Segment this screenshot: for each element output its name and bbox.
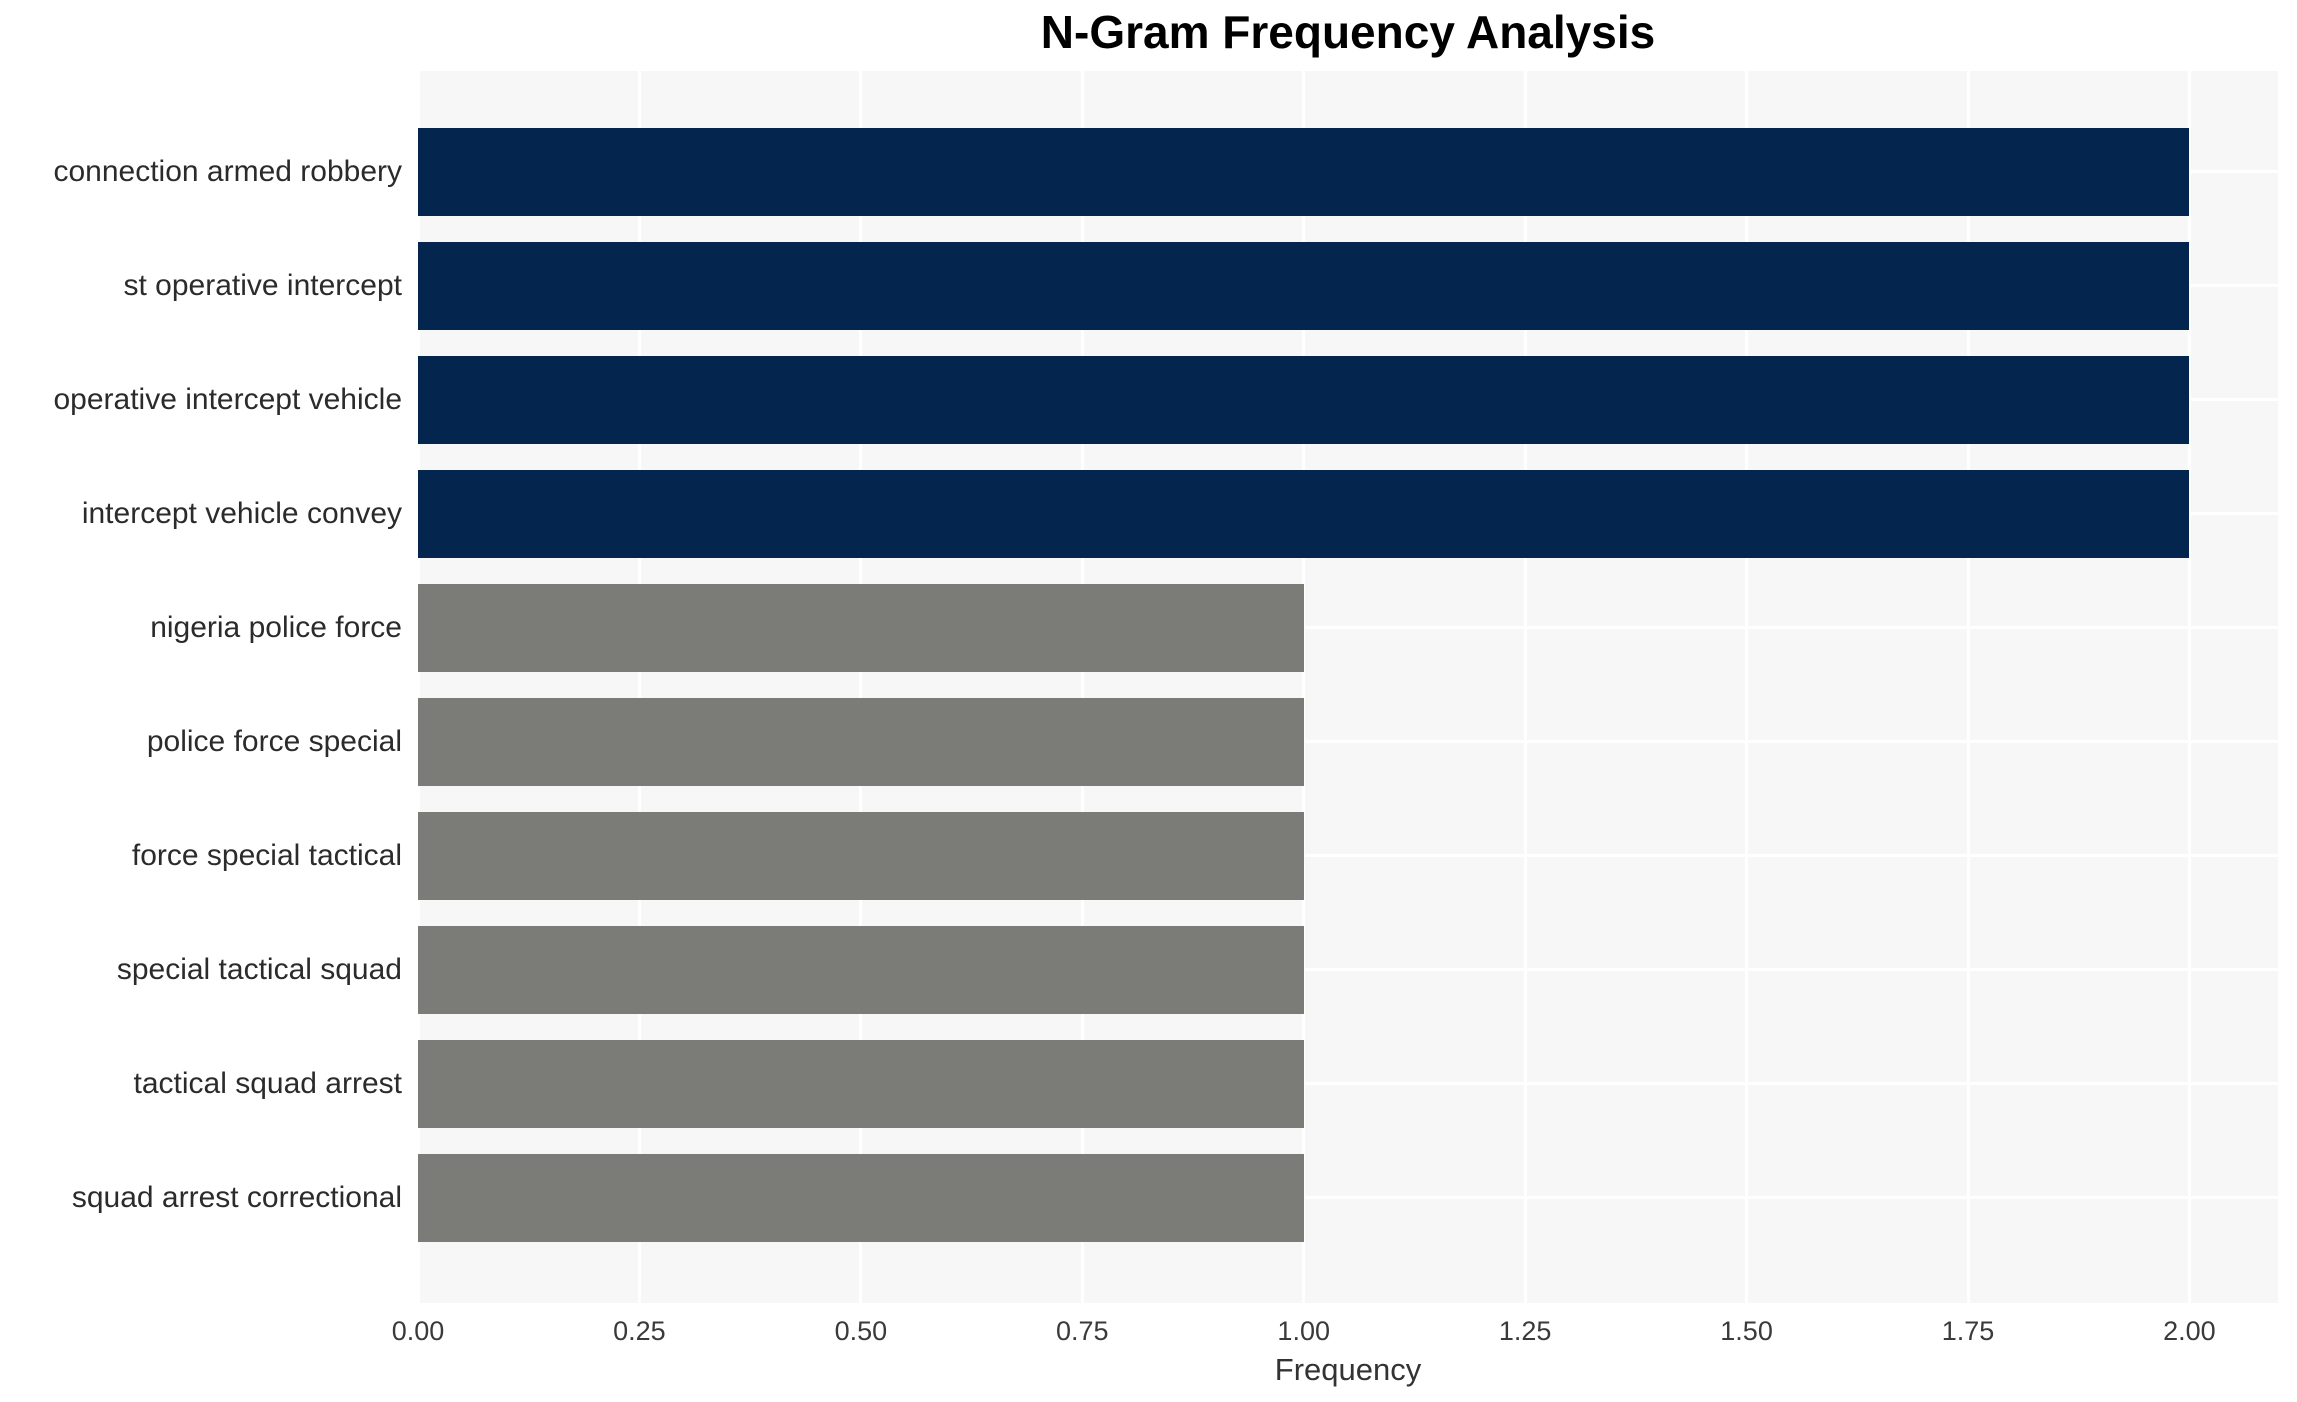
x-tick-label: 0.75 [1056,1316,1109,1346]
x-axis-title: Frequency [1274,1352,1422,1387]
bar-st-operative-intercept [418,241,2190,330]
bar-squad-arrest-correctional [418,1153,1304,1242]
bar-police-force-special [418,697,1304,786]
gridline-y [418,1196,2278,1199]
gridline-x-1.00 [1302,71,1306,1303]
gridline-x-0.75 [1080,71,1084,1303]
gridline-x-0.50 [859,71,863,1303]
x-tick-label: 1.00 [1277,1316,1330,1346]
gridline-x-1.75 [1966,71,1970,1303]
bar-nigeria-police-force [418,583,1304,672]
chart-title: N-Gram Frequency Analysis [1040,6,1656,58]
gridline-x-0.25 [637,71,641,1303]
y-tick-label: operative intercept vehicle [53,382,402,416]
bar-connection-armed-robbery [418,127,2190,216]
gridline-y [418,626,2278,629]
gridline-x-1.50 [1745,71,1749,1303]
x-tick-label: 1.75 [1941,1316,1995,1346]
y-tick-label: nigeria police force [150,610,402,644]
gridline-x-0.00 [416,71,420,1303]
gridline-y [418,740,2278,743]
y-tick-label: intercept vehicle convey [81,496,402,530]
bar-special-tactical-squad [418,925,1304,1014]
x-tick-label: 1.50 [1720,1316,1773,1346]
x-tick-label: 2.00 [2163,1316,2216,1346]
y-tick-label: special tactical squad [116,952,402,986]
x-tick-label: 0.00 [391,1316,445,1346]
y-tick-label: squad arrest correctional [71,1180,402,1214]
gridline-x-2.00 [2187,71,2191,1303]
y-tick-label: force special tactical [131,838,402,872]
bar-force-special-tactical [418,811,1304,900]
bar-tactical-squad-arrest [418,1039,1304,1128]
gridline-x-1.25 [1523,71,1527,1303]
plot-area [416,71,2278,1303]
gridline-y [418,1082,2278,1085]
x-tick-label: 0.25 [613,1316,666,1346]
y-tick-label: tactical squad arrest [133,1066,402,1100]
gridline-y [418,968,2278,971]
x-tick-label: 1.25 [1498,1316,1552,1346]
bar-intercept-vehicle-convey [418,469,2190,558]
y-tick-label: st operative intercept [123,268,402,302]
bar-operative-intercept-vehicle [418,355,2190,444]
y-tick-label: connection armed robbery [53,154,402,188]
y-tick-label: police force special [146,724,402,758]
gridline-y [418,854,2278,857]
x-tick-label: 0.50 [834,1316,888,1346]
